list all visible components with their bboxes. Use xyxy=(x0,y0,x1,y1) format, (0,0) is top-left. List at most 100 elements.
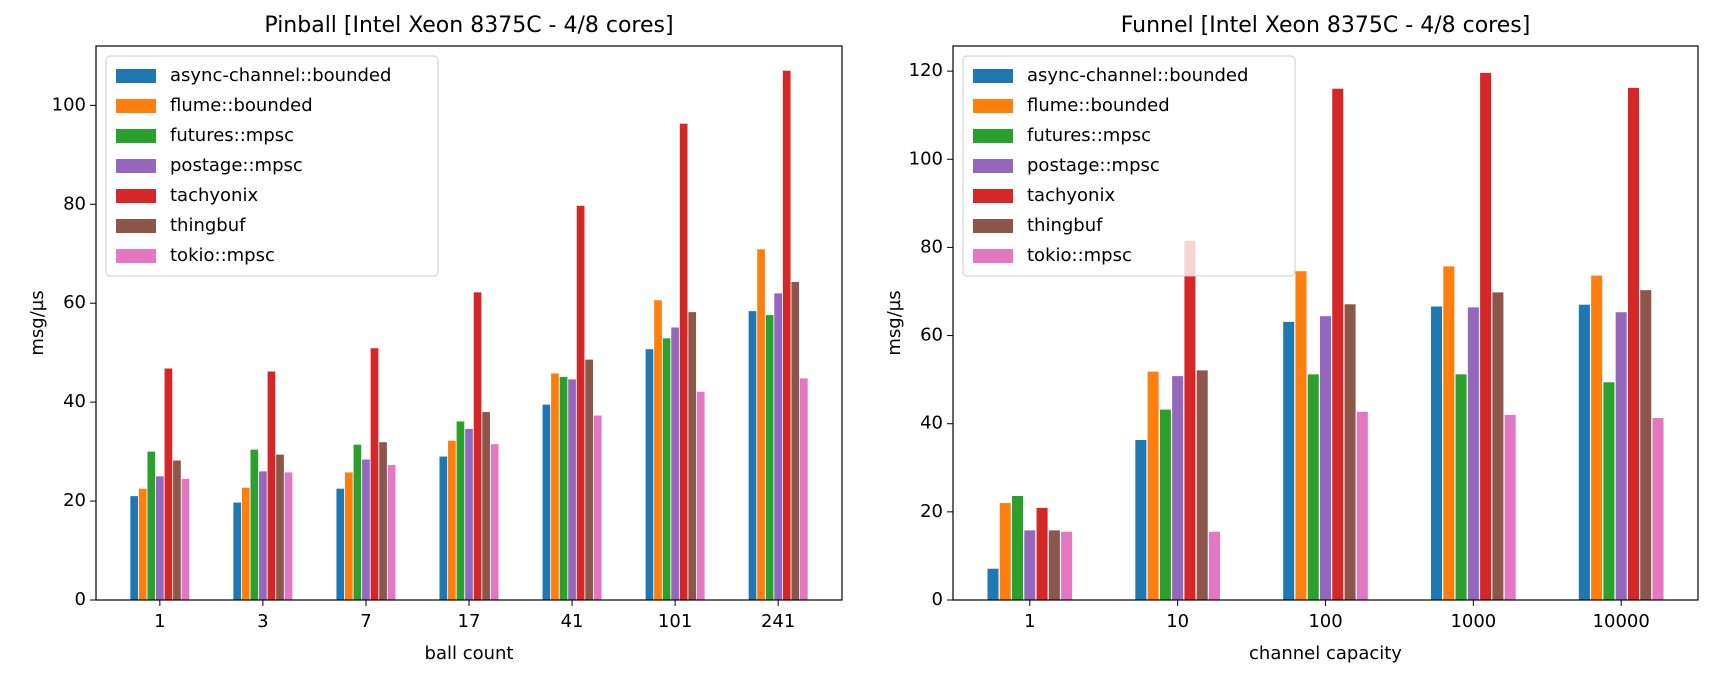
bar xyxy=(267,371,276,600)
bar xyxy=(1443,266,1455,600)
bar xyxy=(1147,371,1159,600)
bar xyxy=(671,327,679,600)
bar xyxy=(490,444,499,600)
x-tick-label: 41 xyxy=(561,611,584,632)
legend-label: futures::mpsc xyxy=(170,125,294,146)
y-tick-label: 40 xyxy=(63,391,86,412)
bar xyxy=(1492,292,1504,600)
legend-label: postage::mpsc xyxy=(1027,155,1160,176)
bar xyxy=(799,378,808,600)
bar xyxy=(353,444,362,600)
bar xyxy=(233,502,242,600)
legend-swatch xyxy=(973,159,1013,173)
bar xyxy=(1603,382,1615,600)
bar xyxy=(568,379,576,600)
legend-swatch xyxy=(116,99,156,113)
bar xyxy=(1578,304,1590,600)
bar xyxy=(379,442,387,600)
legend-swatch xyxy=(973,249,1013,263)
chart-title: Funnel [Intel Xeon 8375C - 4/8 cores] xyxy=(1121,13,1531,38)
bar xyxy=(757,249,765,600)
bar xyxy=(482,412,490,600)
bar xyxy=(688,312,697,600)
x-axis-label: channel capacity xyxy=(1249,643,1402,664)
axes-frame xyxy=(95,45,843,601)
bar xyxy=(276,454,284,600)
bar xyxy=(344,472,353,600)
legend-swatch xyxy=(116,219,156,233)
bar xyxy=(1172,376,1184,600)
bar xyxy=(1196,370,1208,600)
y-tick-label: 80 xyxy=(63,193,86,214)
bar xyxy=(1135,440,1147,600)
bar xyxy=(576,205,585,600)
bar xyxy=(1012,495,1024,600)
bar xyxy=(336,488,345,600)
bar xyxy=(164,368,173,600)
bar xyxy=(765,315,774,600)
bar xyxy=(1467,307,1479,600)
bar xyxy=(1332,88,1344,601)
legend-label: async-channel::bounded xyxy=(170,65,391,86)
bar xyxy=(1480,72,1492,600)
legend-label: tokio::mpsc xyxy=(1027,245,1132,266)
y-tick-label: 0 xyxy=(932,589,943,610)
x-tick-label: 3 xyxy=(257,611,268,632)
legend-frame xyxy=(105,55,439,277)
x-tick-label: 10000 xyxy=(1593,611,1650,632)
legend-label: tachyonix xyxy=(170,185,258,206)
bar xyxy=(1208,531,1220,600)
bar xyxy=(241,487,250,600)
legend-swatch xyxy=(116,189,156,203)
legend-label: futures::mpsc xyxy=(1027,125,1151,146)
y-tick-label: 60 xyxy=(920,325,943,346)
legend: async-channel::boundedflume::boundedfutu… xyxy=(105,55,439,277)
bar xyxy=(439,456,448,600)
bar xyxy=(456,421,465,600)
bar xyxy=(173,460,181,600)
bar xyxy=(181,478,190,600)
bar xyxy=(1048,530,1060,600)
x-tick-label: 10 xyxy=(1166,611,1189,632)
bar xyxy=(1615,312,1627,600)
x-tick-label: 7 xyxy=(360,611,371,632)
y-tick-label: 0 xyxy=(75,589,86,610)
legend: async-channel::boundedflume::boundedfutu… xyxy=(962,55,1296,277)
legend-swatch xyxy=(973,69,1013,83)
bar xyxy=(1295,271,1307,600)
y-tick-label: 80 xyxy=(920,236,943,257)
legend-swatch xyxy=(973,99,1013,113)
x-tick-label: 101 xyxy=(658,611,692,632)
axes: 1 3 7 17 41 101 241 0 20 40 60 80 100 Pinball [Intel … xyxy=(27,13,843,664)
bar xyxy=(130,496,139,600)
y-tick-label: 60 xyxy=(63,292,86,313)
x-tick-label: 1 xyxy=(1024,611,1035,632)
bar xyxy=(774,293,783,600)
x-tick-label: 100 xyxy=(1308,611,1342,632)
legend-frame xyxy=(962,55,1296,277)
bar xyxy=(284,472,293,600)
legend-swatch xyxy=(973,189,1013,203)
bar xyxy=(1455,374,1467,600)
bar xyxy=(473,292,482,600)
bar xyxy=(551,373,559,600)
y-tick-label: 20 xyxy=(63,490,86,511)
bar xyxy=(654,300,662,600)
bar xyxy=(542,404,551,600)
legend-label: postage::mpsc xyxy=(170,155,303,176)
bar xyxy=(1159,409,1171,600)
bar xyxy=(370,348,379,600)
bar xyxy=(387,464,396,600)
y-tick-label: 100 xyxy=(52,94,86,115)
bar xyxy=(362,459,370,600)
legend-label: tokio::mpsc xyxy=(170,245,275,266)
bar xyxy=(147,451,156,600)
axes: 1 10 100 1000 10000 0 20 40 60 80 100 120 Funnel [In… xyxy=(884,13,1699,664)
bar xyxy=(1344,304,1356,600)
bar xyxy=(585,359,594,600)
bar xyxy=(250,449,259,600)
bar xyxy=(1036,507,1048,600)
legend-label: thingbuf xyxy=(170,215,246,236)
legend-label: tachyonix xyxy=(1027,185,1115,206)
